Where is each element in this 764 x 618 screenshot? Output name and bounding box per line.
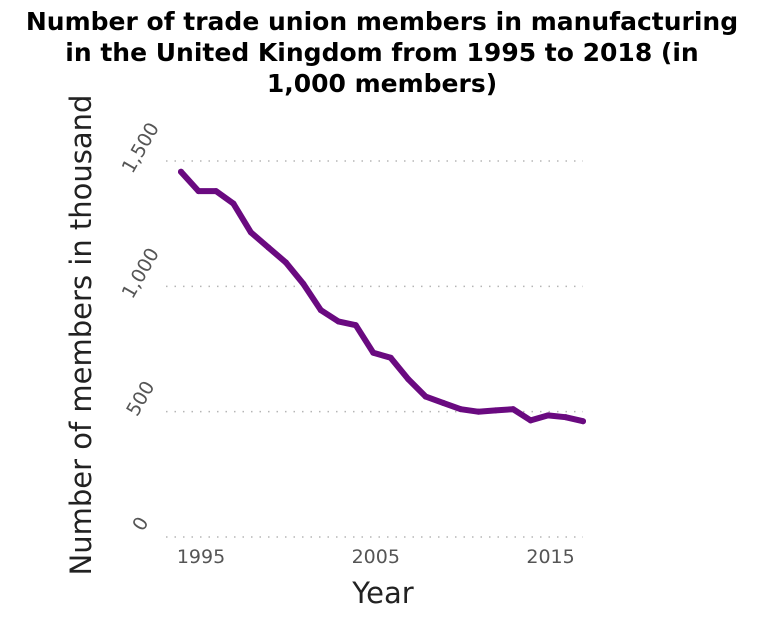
data-point [545,412,552,419]
data-point [492,407,499,414]
gridlines [166,160,583,538]
series-group [178,168,586,425]
data-point [178,168,184,175]
y-axis-ticks: 0 500 1,000 1,500 [118,119,164,535]
y-tick-label: 1,000 [118,244,164,302]
data-point [387,354,394,361]
data-point [580,418,586,425]
data-point [265,244,272,251]
data-point [457,406,464,413]
x-axis-label: Year [351,576,413,610]
data-point [195,188,202,195]
data-point [230,200,237,207]
data-point [282,259,289,266]
data-point [335,318,342,325]
data-point [247,229,254,236]
chart-title: Number of trade union members in manufac… [0,6,764,99]
data-point [352,322,359,329]
series-line [178,168,586,425]
y-tick-label: 500 [122,377,159,419]
y-tick-label: 1,500 [118,119,164,177]
x-tick-label: 2015 [526,546,574,568]
data-point [475,408,482,415]
data-point [405,376,412,383]
y-axis-label: Number of members in thousand [64,95,98,576]
data-point [422,393,429,400]
chart-title-line: 1,000 members) [266,69,498,98]
x-tick-label: 2005 [352,546,400,568]
y-tick-label: 0 [128,513,153,534]
data-point [370,349,377,356]
data-point [510,406,517,413]
chart-title-line: in the United Kingdom from 1995 to 2018 … [65,38,699,67]
data-point [562,414,569,421]
x-tick-label: 1995 [177,546,225,568]
data-point [440,399,447,406]
data-point [212,188,219,195]
chart-title-line: Number of trade union members in manufac… [25,7,739,36]
data-point [527,417,534,424]
x-axis-ticks: 1995 2005 2015 [177,546,575,568]
data-point [300,280,307,287]
data-point [317,307,324,314]
